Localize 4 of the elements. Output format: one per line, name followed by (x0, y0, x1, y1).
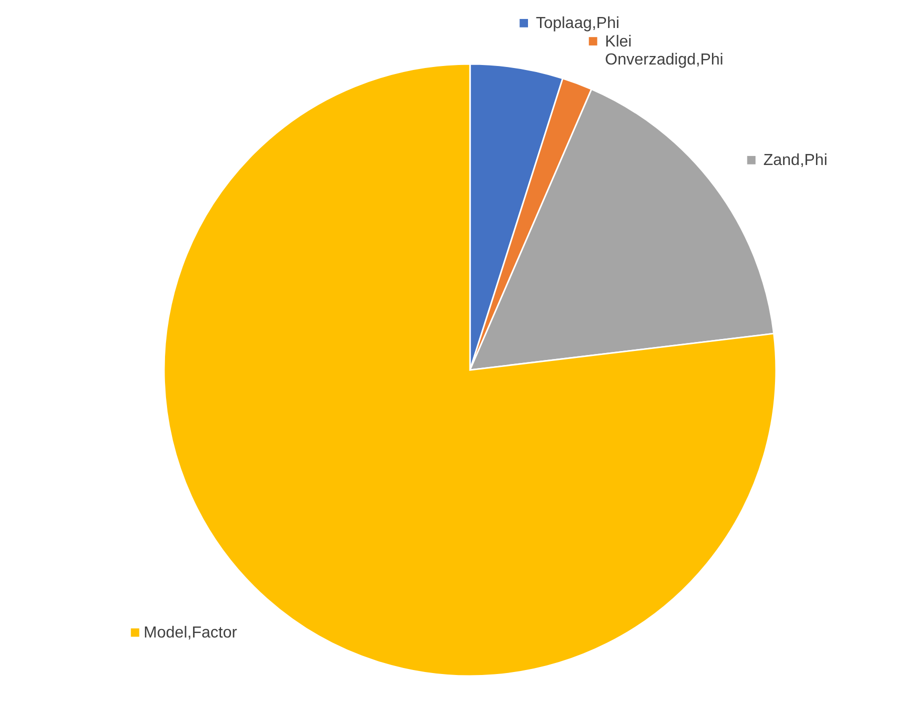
legend-label: Toplaag,Phi (536, 15, 620, 32)
legend-label: Zand,Phi (763, 152, 828, 170)
legend-label: Model,Factor (144, 624, 238, 642)
legend-label: Klei Onverzadigd,Phi (605, 33, 724, 68)
